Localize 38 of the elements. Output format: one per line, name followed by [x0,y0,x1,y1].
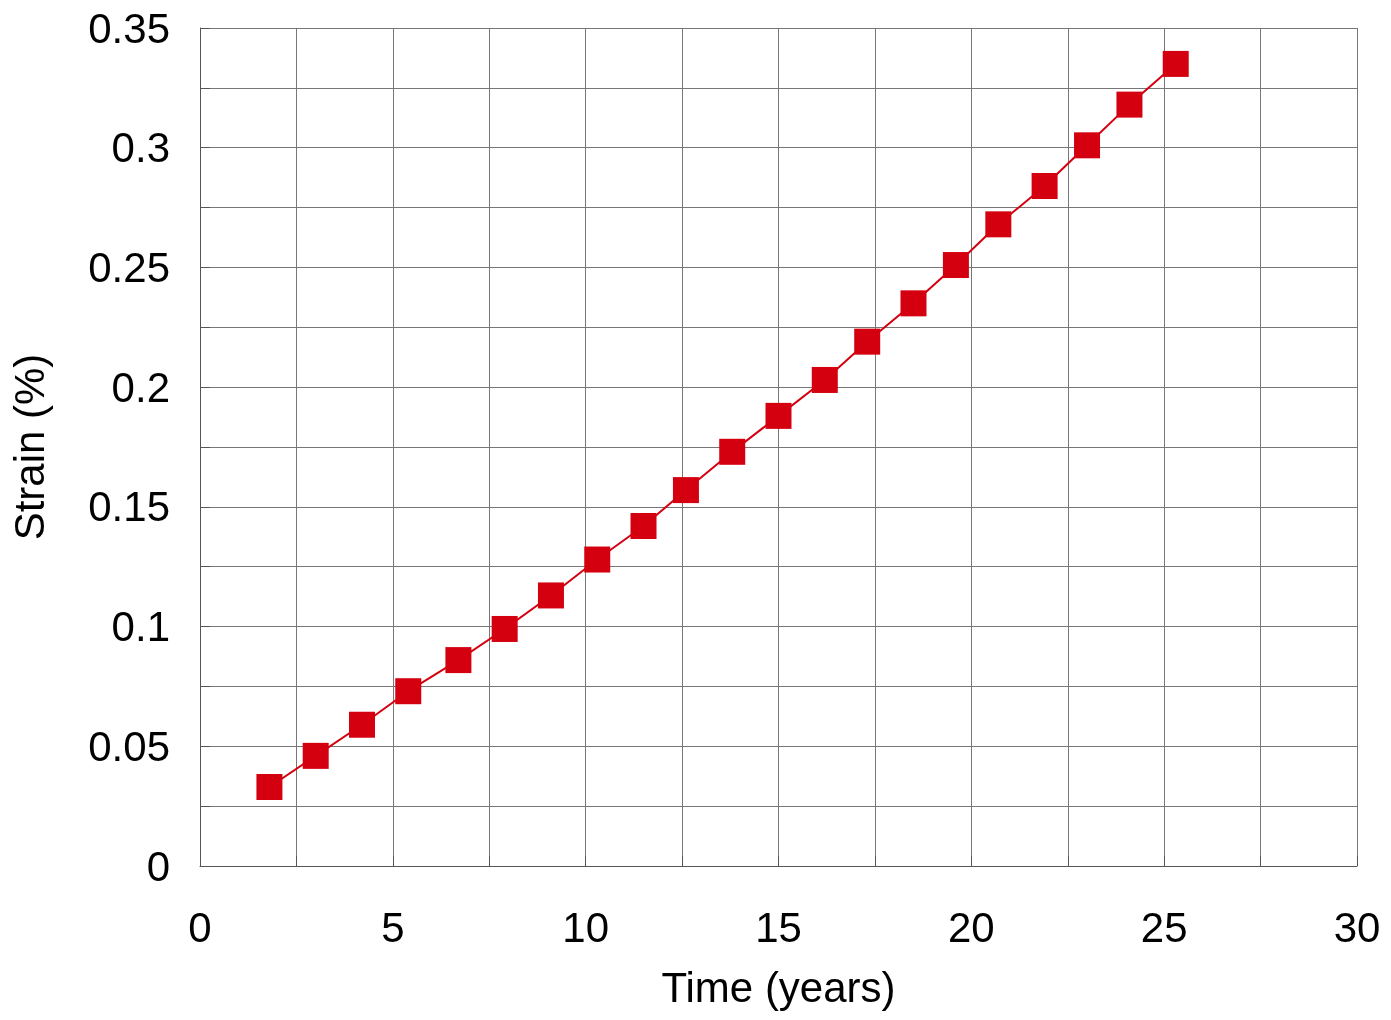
point [1074,132,1101,159]
x-tick-label: 20 [947,903,995,951]
y-tick-label: 0.25 [88,243,170,291]
x-tick-label: 5 [381,903,405,951]
point [395,678,422,705]
point [854,328,881,355]
y-tick-label: 0.05 [88,722,170,770]
y-axis-title: Strain (%) [5,353,53,541]
y-tick-label: 0.2 [111,363,170,411]
point [672,477,699,504]
x-tick-label: 0 [188,903,212,951]
point [630,513,657,540]
point [584,546,611,573]
point [1031,173,1058,200]
point [348,711,375,738]
x-axis-title: Time (years) [661,963,896,1011]
point [985,211,1012,238]
point [256,773,283,800]
y-tick-label: 0 [146,842,170,890]
y-tick-label: 0.1 [111,603,170,651]
point [445,647,472,674]
x-tick-label: 10 [562,903,610,951]
point [942,252,969,279]
point [900,290,927,317]
point [537,582,564,609]
point [719,438,746,465]
x-tick-label: 15 [755,903,802,951]
point [811,366,838,393]
point [1162,50,1189,77]
y-tick-label: 0.15 [88,483,170,531]
x-tick-label: 25 [1140,903,1188,951]
x-tick-label: 30 [1333,903,1381,951]
point [765,402,792,429]
point [302,742,329,769]
point [491,615,518,642]
point [1116,91,1143,118]
y-tick-label: 0.3 [111,124,170,172]
y-tick-label: 0.35 [88,4,170,52]
